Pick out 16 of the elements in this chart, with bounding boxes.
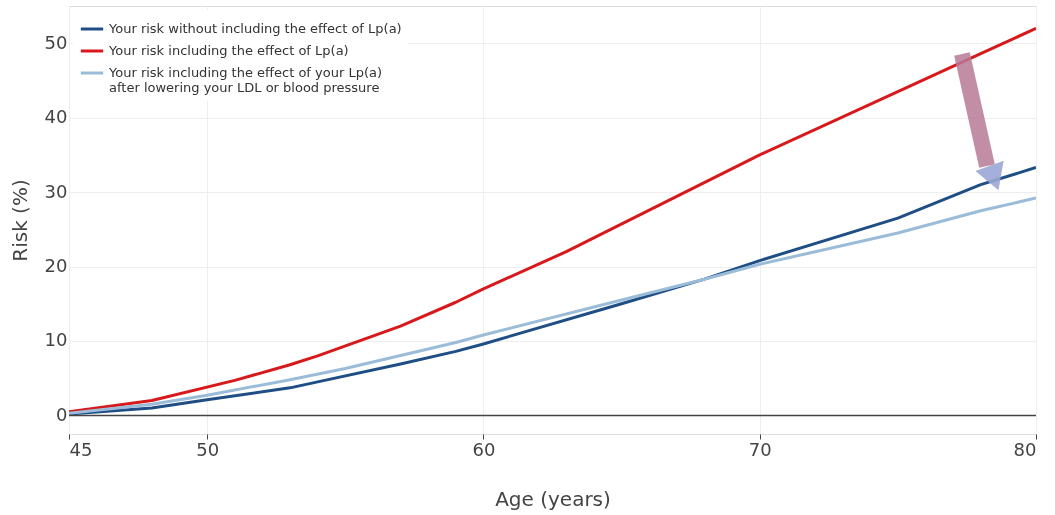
x-tick-label: 50 bbox=[196, 438, 220, 460]
y-axis-title: Risk (%) bbox=[7, 179, 32, 262]
legend-label: Your risk including the effect of your Lp(a) after lowering your LDL or blood pressure bbox=[108, 65, 383, 95]
x-tick-label: 45 bbox=[69, 438, 93, 460]
x-tick-label: 70 bbox=[748, 438, 772, 460]
x-tick-label: 60 bbox=[472, 438, 496, 460]
x-axis-title: Age (years) bbox=[495, 486, 611, 511]
y-tick-label: 0 bbox=[56, 403, 68, 425]
y-tick-label: 30 bbox=[44, 180, 68, 202]
y-tick-label: 20 bbox=[44, 255, 68, 277]
y-tick-label: 50 bbox=[44, 31, 68, 53]
y-tick-label: 10 bbox=[44, 329, 68, 351]
x-tick-label: 80 bbox=[1013, 438, 1037, 460]
legend-label: Your risk including the effect of Lp(a) bbox=[108, 43, 349, 58]
legend-label: Your risk without including the effect of Lp(a) bbox=[108, 21, 402, 36]
y-tick-label: 40 bbox=[44, 106, 68, 128]
